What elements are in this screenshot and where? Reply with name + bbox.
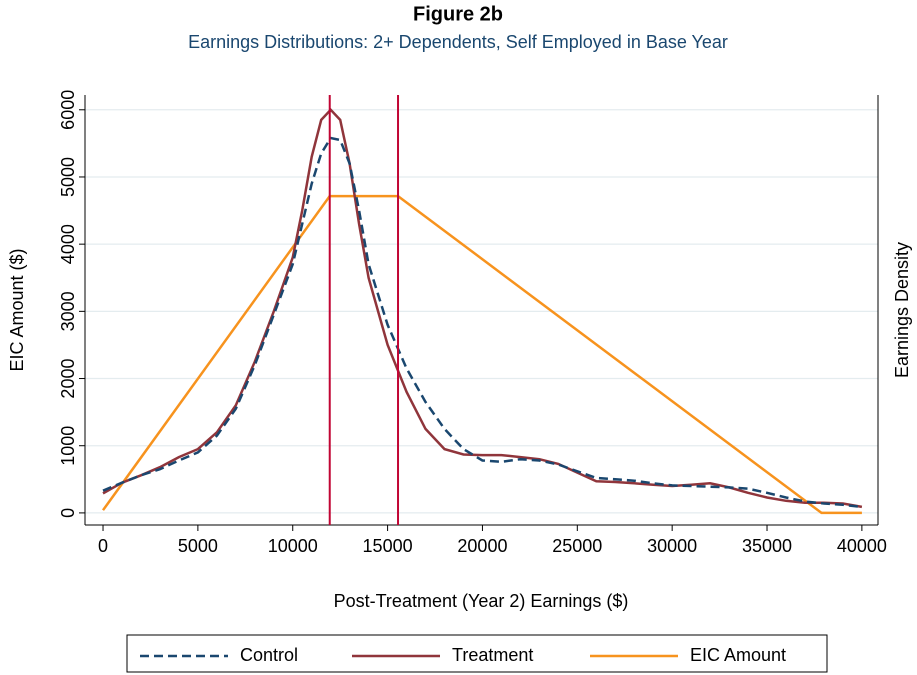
x-tick-label: 30000: [647, 536, 697, 556]
y-tick-label: 1000: [58, 426, 78, 466]
x-tick-label: 25000: [552, 536, 602, 556]
x-tick-label: 15000: [363, 536, 413, 556]
y-tick-label: 2000: [58, 359, 78, 399]
y-tick-label: 5000: [58, 157, 78, 197]
y-tick-label: 6000: [58, 90, 78, 130]
legend-label: EIC Amount: [690, 645, 786, 665]
y-tick-label: 4000: [58, 224, 78, 264]
y-axis-label: EIC Amount ($): [7, 248, 27, 371]
y-tick-label: 3000: [58, 291, 78, 331]
x-tick-label: 40000: [837, 536, 887, 556]
x-tick-label: 10000: [268, 536, 318, 556]
y-tick-label: 0: [58, 508, 78, 518]
chart-subtitle: Earnings Distributions: 2+ Dependents, S…: [188, 32, 728, 52]
x-tick-label: 35000: [742, 536, 792, 556]
y2-axis-label: Earnings Density: [892, 242, 912, 378]
legend-label: Control: [240, 645, 298, 665]
series-line: [102, 136, 863, 509]
series-line: [102, 107, 863, 509]
x-tick-label: 5000: [178, 536, 218, 556]
x-tick-label: 0: [98, 536, 108, 556]
x-tick-label: 20000: [457, 536, 507, 556]
legend-label: Treatment: [452, 645, 533, 665]
legend-box: [126, 634, 828, 673]
chart-title: Figure 2b: [413, 3, 503, 25]
x-axis-label: Post-Treatment (Year 2) Earnings ($): [334, 591, 629, 611]
